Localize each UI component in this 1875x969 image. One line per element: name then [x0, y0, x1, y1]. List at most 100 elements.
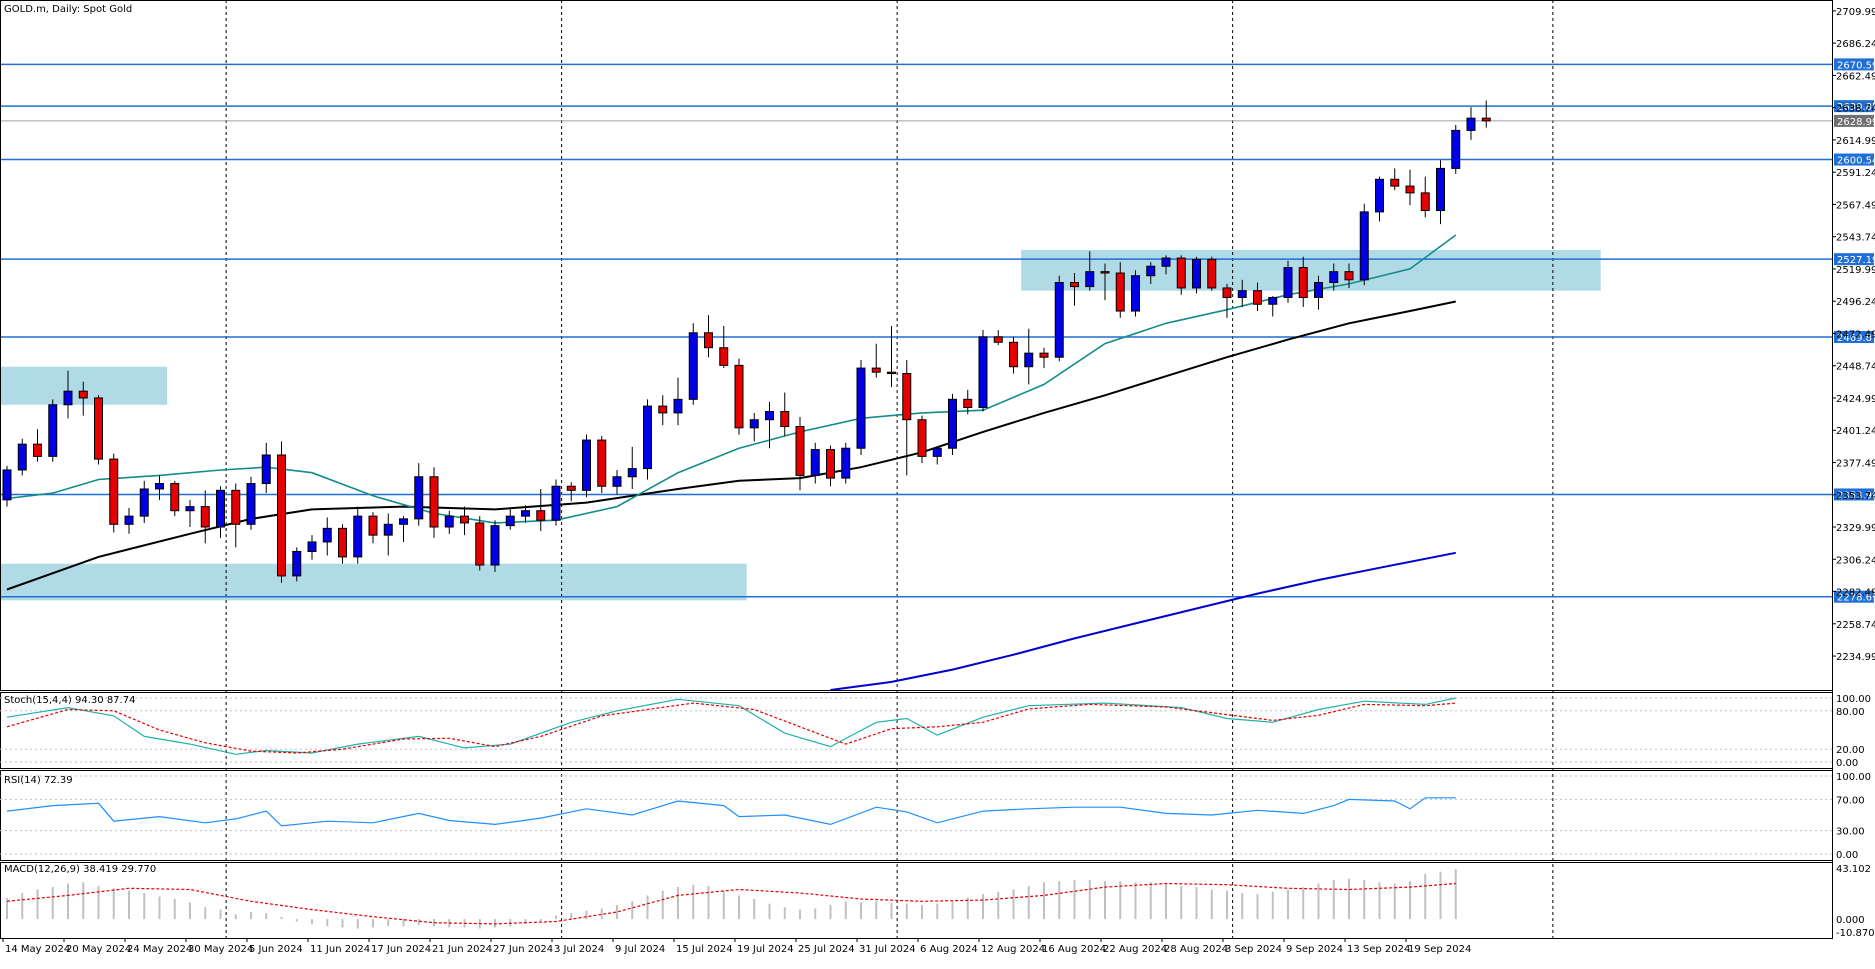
price-tick-label-18: 2282.49 — [1836, 588, 1875, 599]
candle-body-38 — [582, 439, 591, 491]
candle-body-18 — [277, 454, 286, 577]
time-label-4: 5 Jun 2024 — [249, 944, 303, 955]
time-label-5: 11 Jun 2024 — [310, 944, 370, 955]
zone-1 — [0, 563, 747, 601]
candle-body-81 — [1237, 290, 1247, 298]
candle-body-31 — [475, 522, 485, 566]
level-tag-0 — [1834, 58, 1874, 71]
rsi-pane: 100.00 70.00 30.00 0.00 — [0, 772, 1871, 861]
stoch-tick-label-2: 20.00 — [1836, 745, 1865, 756]
candle-body-2 — [33, 443, 42, 457]
level-label-1: 2639.85 — [1837, 102, 1875, 113]
candle-body-23 — [353, 515, 363, 558]
pane-frames — [0, 0, 1833, 939]
candle-body-84 — [1283, 267, 1293, 298]
candle-body-86 — [1314, 282, 1323, 298]
candle-body-55 — [841, 447, 851, 479]
candle-body-53 — [810, 449, 820, 476]
candle-body-25 — [383, 523, 393, 536]
candle-body-87 — [1329, 271, 1339, 284]
candle-body-28 — [429, 476, 439, 528]
candle-body-61 — [932, 447, 942, 457]
candle-body-29 — [444, 515, 454, 528]
candle-body-52 — [795, 425, 805, 476]
stoch-tick-label-3: 0.00 — [1836, 758, 1858, 769]
rsi-tick-label-3: 0.00 — [1836, 850, 1858, 861]
time-label-0: 14 May 2024 — [5, 944, 70, 955]
time-label-22: 13 Sep 2024 — [1347, 944, 1410, 955]
rsi-tick-label-1: 70.00 — [1836, 795, 1865, 806]
time-label-21: 9 Sep 2024 — [1286, 944, 1343, 955]
candle-body-66 — [1009, 341, 1018, 368]
time-label-9: 3 Jul 2024 — [554, 944, 604, 955]
ma-fast-line — [6, 234, 1457, 524]
macd-pane: 43.102 0.000 -10.870 — [6, 864, 1875, 939]
level-label-6: 2278.69 — [1837, 593, 1875, 604]
candle-body-83 — [1268, 296, 1278, 305]
level-tag-4 — [1834, 331, 1874, 344]
candle-body-30 — [460, 515, 469, 524]
price-tick-label-2: 2662.49 — [1836, 71, 1875, 82]
level-tag-5 — [1834, 488, 1874, 501]
time-label-15: 6 Aug 2024 — [920, 944, 978, 955]
candle-body-22 — [338, 527, 347, 558]
candle-body-5 — [78, 390, 88, 399]
candle-body-62 — [948, 398, 957, 449]
stoch-tick-label-0: 100.00 — [1836, 694, 1871, 705]
candle-body-56 — [856, 367, 866, 449]
time-label-14: 31 Jul 2024 — [859, 944, 916, 955]
candle-body-24 — [368, 515, 378, 536]
time-label-7: 21 Jun 2024 — [432, 944, 492, 955]
time-label-2: 24 May 2024 — [127, 944, 192, 955]
time-label-17: 16 Aug 2024 — [1042, 944, 1106, 955]
candle-body-0 — [2, 469, 12, 501]
candle-body-97 — [1481, 117, 1491, 122]
price-tick-label-1: 2686.24 — [1836, 39, 1875, 50]
time-label-11: 15 Jul 2024 — [676, 944, 733, 955]
candle-body-44 — [673, 398, 683, 414]
stoch-signal-line — [6, 702, 1456, 754]
candle-body-75 — [1146, 265, 1156, 277]
horizontal-levels[interactable]: 2670.59 2639.85 2600.54 2527.19 2469.87 2353.… — [0, 58, 1875, 604]
candle-body-39 — [597, 439, 607, 487]
candle-body-45 — [688, 332, 698, 400]
candle-body-68 — [1039, 352, 1049, 358]
candle-body-16 — [246, 483, 256, 525]
price-tick-label-9: 2496.24 — [1836, 297, 1875, 308]
candle-body-93 — [1420, 192, 1430, 212]
candle-body-90 — [1375, 178, 1384, 213]
candle-body-71 — [1085, 271, 1095, 288]
candle-body-26 — [399, 518, 408, 525]
candle-body-74 — [1131, 275, 1140, 312]
candle-body-73 — [1115, 272, 1125, 312]
candle-body-50 — [765, 411, 774, 421]
time-label-18: 22 Aug 2024 — [1103, 944, 1167, 955]
level-label-5: 2353.96 — [1837, 490, 1875, 501]
candle-body-82 — [1253, 290, 1262, 305]
candle-body-12 — [185, 506, 195, 512]
macd-signal-line — [6, 882, 1456, 925]
candle-body-4 — [63, 390, 73, 406]
level-tag-1 — [1834, 100, 1874, 113]
price-tick-label-15: 2353.74 — [1836, 491, 1875, 502]
ma-slow-line — [830, 551, 1456, 691]
time-label-1: 20 May 2024 — [66, 944, 131, 955]
candle-body-88 — [1344, 271, 1354, 281]
candle-body-85 — [1298, 267, 1308, 298]
time-label-3: 30 May 2024 — [188, 944, 253, 955]
price-tick-label-19: 2258.74 — [1836, 620, 1875, 631]
level-tag-3 — [1834, 253, 1874, 266]
price-tick-label-5: 2591.24 — [1836, 168, 1875, 179]
candle-body-41 — [627, 468, 637, 478]
candle-body-79 — [1207, 258, 1217, 289]
level-label-2: 2600.54 — [1837, 156, 1875, 167]
price-tick-label-14: 2377.49 — [1836, 459, 1875, 470]
candle-body-95 — [1451, 129, 1461, 169]
candle-body-65 — [993, 336, 1003, 343]
candle-body-91 — [1390, 178, 1400, 187]
time-label-6: 17 Jun 2024 — [371, 944, 431, 955]
